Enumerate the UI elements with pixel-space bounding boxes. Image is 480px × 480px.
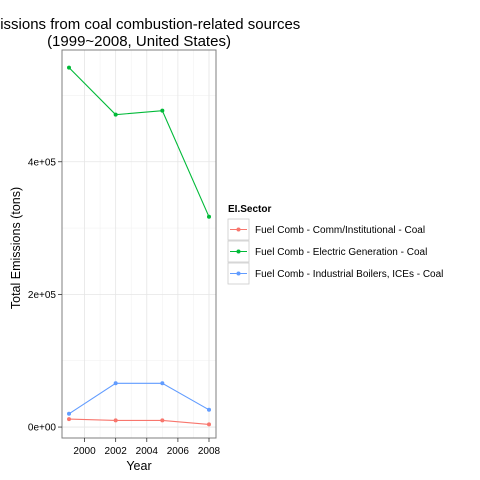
y-tick-label: 4e+05	[28, 157, 57, 168]
data-point	[207, 407, 211, 412]
data-point	[207, 422, 211, 427]
legend-label: Fuel Comb - Industrial Boilers, ICEs - C…	[255, 269, 443, 280]
y-tick-label: 2e+05	[28, 290, 57, 301]
y-tick-label: 0e+00	[28, 423, 57, 434]
data-point	[113, 418, 118, 423]
series-line-1	[68, 418, 210, 425]
grid-lines	[62, 50, 216, 438]
data-point	[207, 214, 211, 219]
legend-label: Fuel Comb - Electric Generation - Coal	[255, 247, 427, 258]
legend-key-point	[236, 227, 241, 232]
data-point	[160, 108, 165, 113]
chart-title: Emissions from coal combustion-related s…	[0, 16, 300, 33]
series-line-3	[68, 382, 210, 415]
y-axis-title: Total Emissions (tons)	[9, 187, 23, 309]
legend-item: Fuel Comb - Electric Generation - Coal	[227, 240, 427, 263]
plot-panel	[62, 50, 216, 438]
legend-key-point	[236, 249, 241, 254]
legend-item: Fuel Comb - Industrial Boilers, ICEs - C…	[227, 262, 443, 285]
legend-label: Fuel Comb - Comm/Institutional - Coal	[255, 225, 425, 236]
data-point	[67, 417, 71, 422]
data-point	[67, 411, 71, 416]
legend: EI.Sector Fuel Comb - Comm/Institutional…	[227, 204, 443, 285]
series-layer	[67, 65, 211, 427]
legend-title: EI.Sector	[228, 204, 271, 215]
x-tick-label: 2004	[136, 446, 159, 457]
x-tick-label: 2006	[167, 446, 190, 457]
legend-item: Fuel Comb - Comm/Institutional - Coal	[227, 218, 425, 241]
data-point	[160, 418, 165, 423]
data-point	[67, 65, 71, 70]
legend-key-point	[236, 271, 241, 276]
legend-items: Fuel Comb - Comm/Institutional - Coal Fue…	[227, 218, 443, 285]
chart-subtitle: (1999~2008, United States)	[47, 33, 231, 50]
plot-border	[61, 49, 217, 439]
series-line-2	[68, 67, 210, 218]
x-tick-label: 2008	[198, 446, 221, 457]
x-tick-label: 2002	[105, 446, 128, 457]
data-point	[113, 112, 118, 117]
data-point	[113, 381, 118, 386]
x-axis-title: Year	[126, 459, 151, 473]
data-point	[160, 381, 165, 386]
x-tick-label: 2000	[73, 446, 96, 457]
axes: 2000 2002 2004 2006 2008 0e+00 2e+05 4e+05	[28, 157, 221, 457]
